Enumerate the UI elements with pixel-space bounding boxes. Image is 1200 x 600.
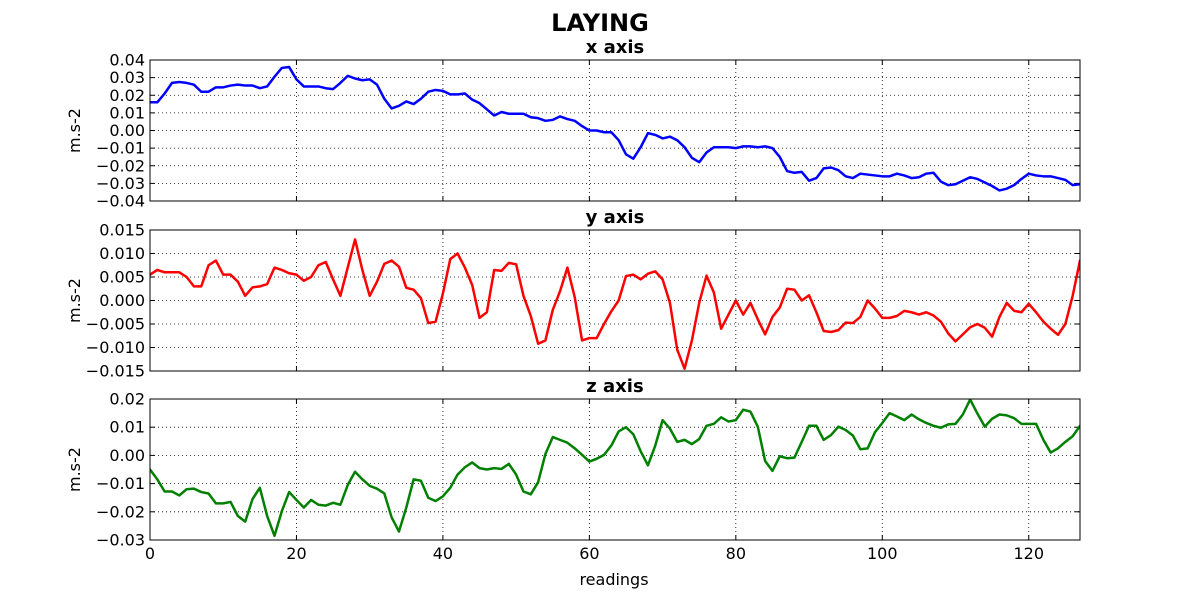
z-axis-xtick-label: 60	[579, 544, 599, 563]
y-axis-ytick-label: 0.000	[99, 291, 145, 310]
y-axis-plot-frame	[149, 229, 1081, 372]
z-axis-xtick-label: 120	[1013, 544, 1044, 563]
z-axis-xtick-label: 80	[726, 544, 746, 563]
x-axis-ytick-label: −0.04	[96, 192, 145, 211]
z-axis-panel-title: z axis	[586, 376, 643, 397]
subplot-panels: x axism.s-2−0.04−0.03−0.02−0.010.000.010…	[65, 37, 1081, 563]
x-axis-ytick-label: 0.02	[109, 86, 145, 105]
z-axis-ytick-label: 0.00	[109, 446, 145, 465]
z-axis-panel: z axis m.s-2 −0.03 −0.02 −0.01 0.00 0.01 0.02 0 2…	[65, 376, 1081, 563]
x-axis-ytick-label: 0.03	[109, 68, 145, 87]
z-axis-ytick-label: −0.03	[96, 531, 145, 550]
z-axis-ylabel: m.s-2	[65, 447, 84, 492]
x-axis-ytick-label: 0.01	[109, 103, 145, 122]
y-axis-ylabel: m.s-2	[65, 278, 84, 323]
z-axis-series-line	[150, 399, 1080, 538]
x-axis-ytick-label: 0.00	[109, 121, 145, 140]
z-axis-xtick-label: 20	[286, 544, 306, 563]
z-axis-ytick-label: −0.02	[96, 502, 145, 521]
z-axis-xtick-label: 0	[145, 544, 155, 563]
z-axis-ytick-label: 0.02	[109, 390, 145, 409]
y-axis-ytick-label: −0.015	[86, 362, 145, 381]
z-axis-xtick-label: 40	[433, 544, 453, 563]
x-axis-panel: x axism.s-2−0.04−0.03−0.02−0.010.000.010…	[65, 37, 1081, 211]
y-axis-ytick-label: −0.005	[86, 315, 145, 334]
x-axis-ytick-label: 0.04	[109, 51, 145, 70]
z-axis-ytick-label: −0.01	[96, 474, 145, 493]
figure-title: LAYING	[551, 9, 649, 37]
y-axis-ytick-label: 0.010	[99, 244, 145, 263]
x-axis-ytick-label: −0.01	[96, 139, 145, 158]
y-axis-panel-title: y axis	[586, 207, 645, 228]
y-axis-ytick-label: −0.010	[86, 338, 145, 357]
x-axis-ytick-label: −0.03	[96, 174, 145, 193]
z-axis-plot-frame	[149, 398, 1081, 541]
z-axis-ytick-label: 0.01	[109, 418, 145, 437]
x-axis-panel-title: x axis	[586, 37, 645, 58]
x-axis-plot-frame	[149, 59, 1081, 202]
y-axis-ytick-label: 0.015	[99, 221, 145, 240]
z-axis-xtick-label: 100	[867, 544, 898, 563]
y-axis-panel: y axis m.s-2 −0.015 −0.010 −0.005 0.000 0.005 0…	[65, 207, 1081, 381]
y-axis-series-line	[150, 238, 1080, 370]
x-axis-ytick-label: −0.02	[96, 156, 145, 175]
y-axis-ytick-label: 0.005	[99, 268, 145, 287]
x-axis-label: readings	[579, 570, 648, 589]
x-axis-series-line	[150, 65, 1080, 192]
x-axis-ylabel: m.s-2	[65, 108, 84, 153]
